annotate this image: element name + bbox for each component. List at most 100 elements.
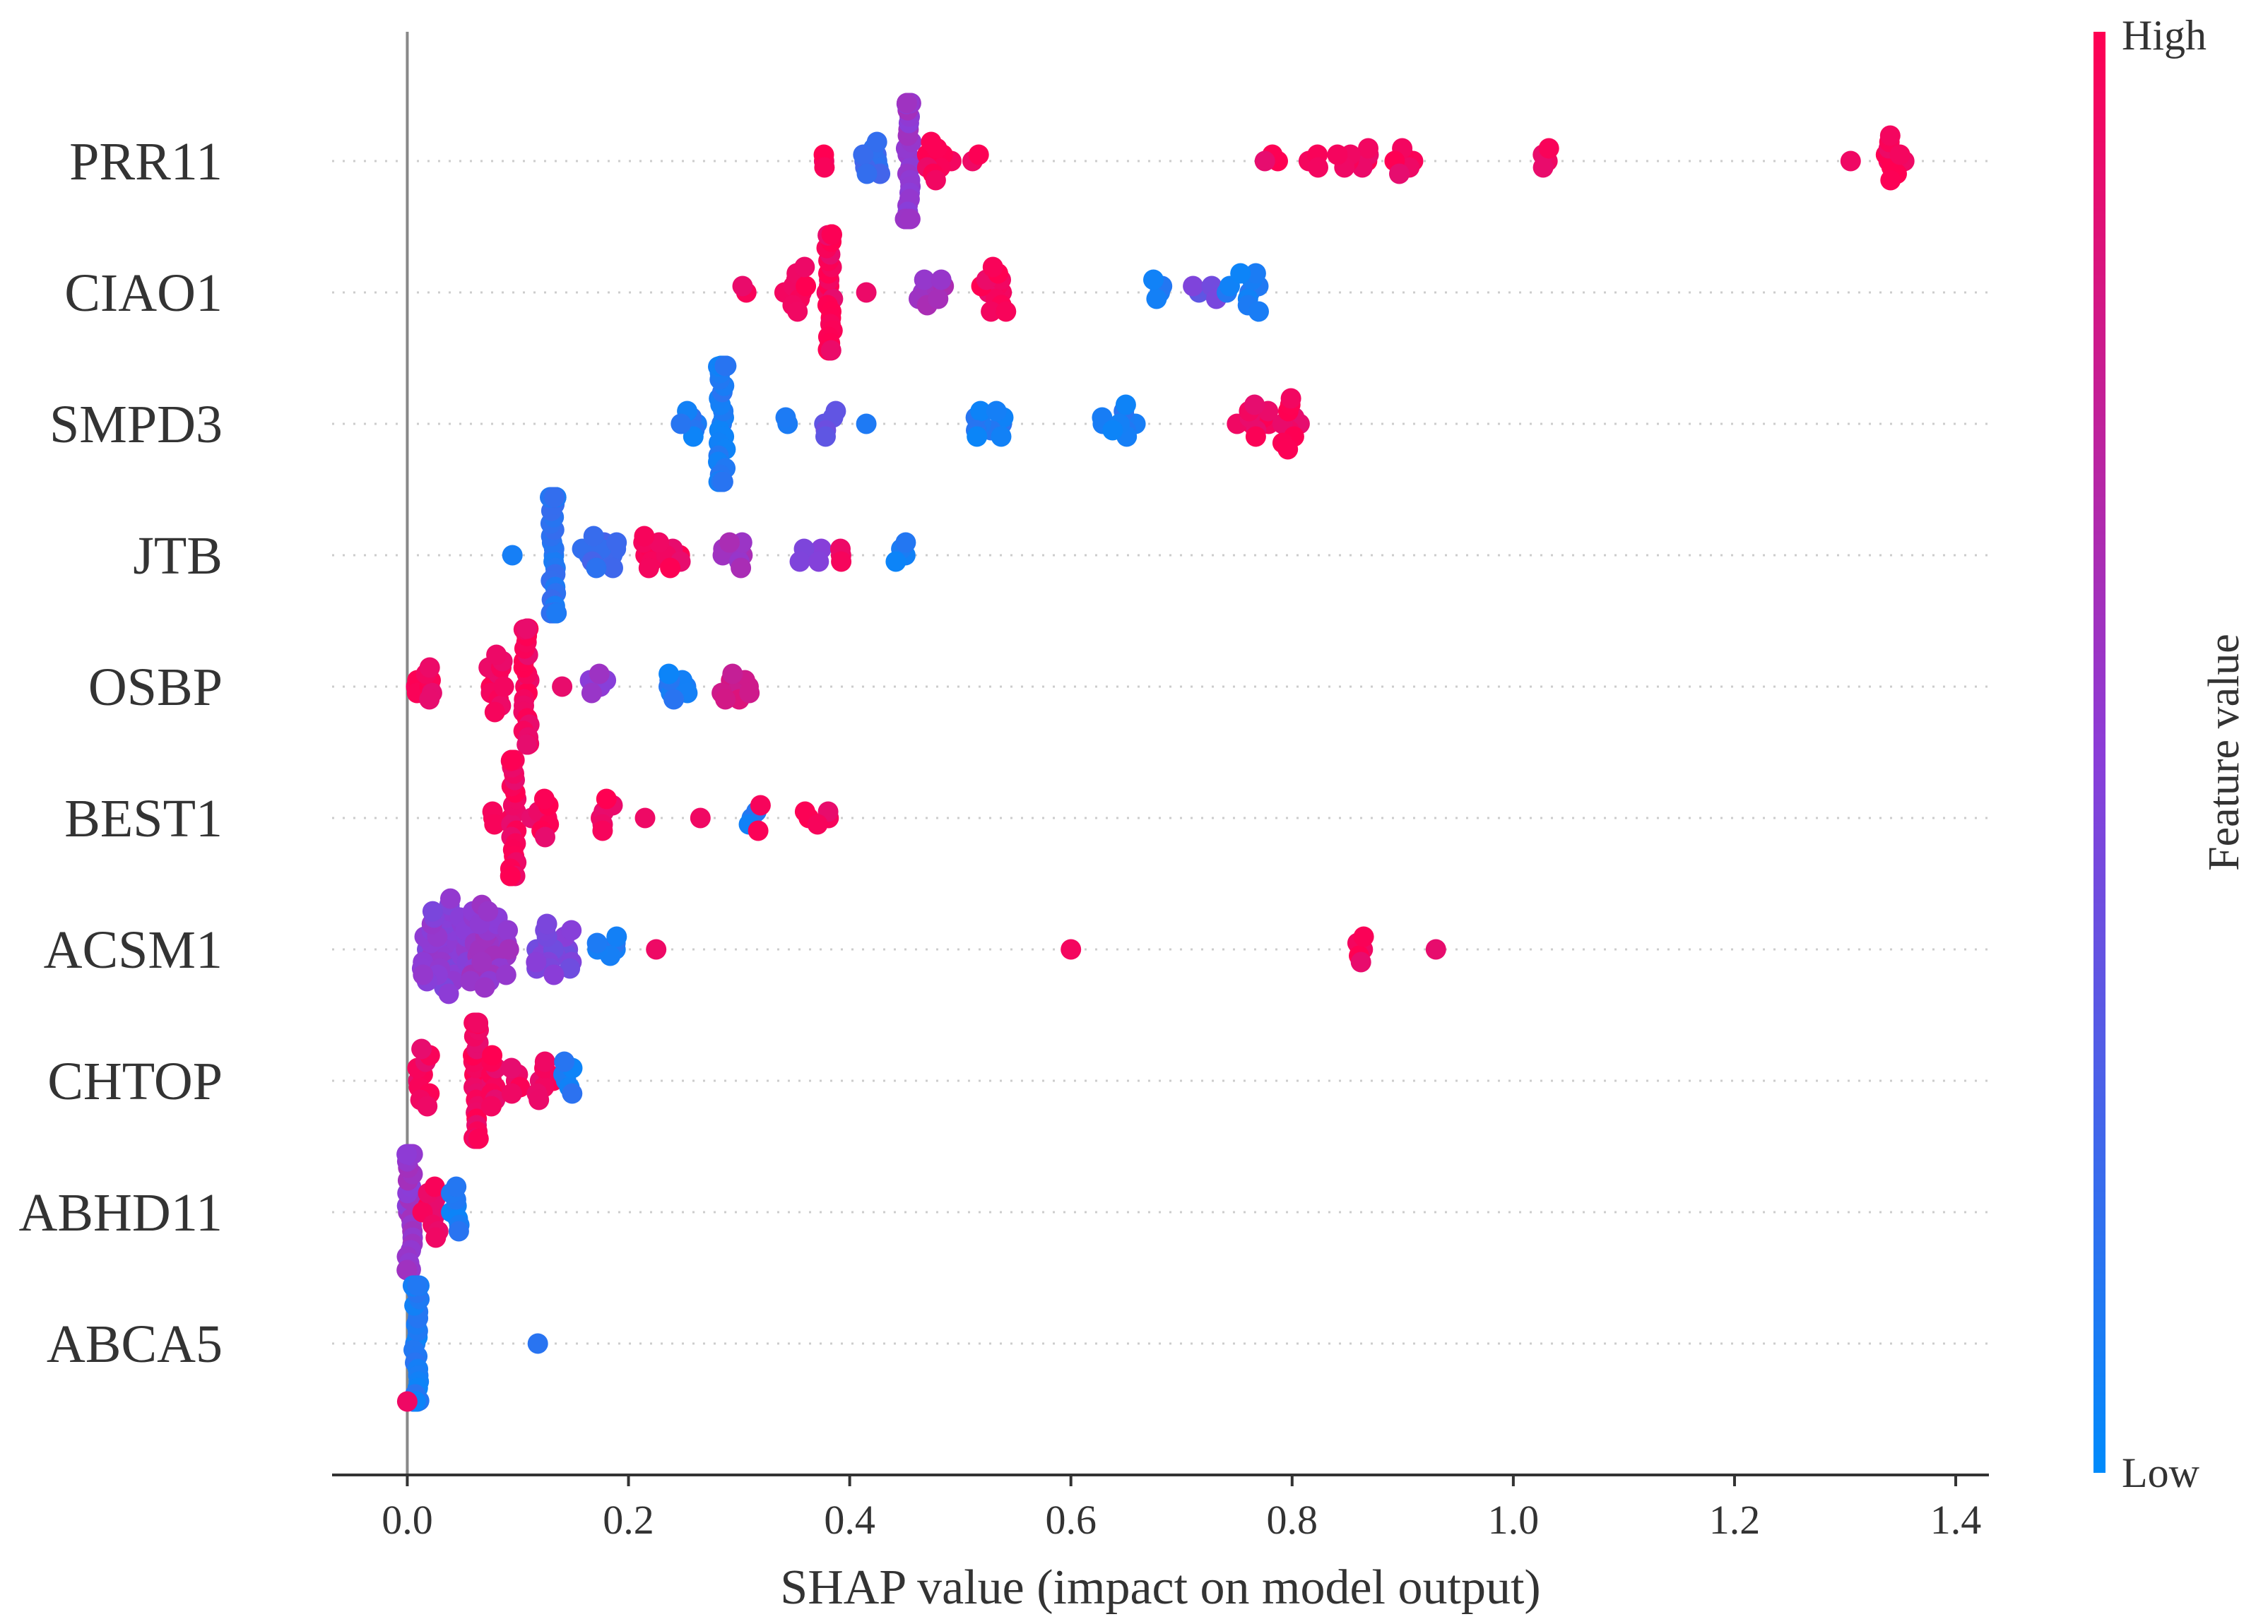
point-chtop — [481, 1096, 502, 1117]
point-chtop — [501, 1083, 522, 1104]
x-tick-label: 1.2 — [1709, 1497, 1761, 1543]
point-prr11 — [1389, 163, 1410, 184]
x-axis-title: SHAP value (impact on model output) — [780, 1560, 1540, 1615]
point-best1 — [484, 814, 505, 835]
point-osbp — [715, 689, 736, 710]
point-smpd3 — [714, 355, 736, 377]
point-osbp — [722, 663, 743, 684]
point-chtop — [501, 1057, 522, 1079]
point-acsm1 — [606, 926, 627, 947]
x-tick-label: 1.0 — [1488, 1497, 1540, 1543]
point-smpd3 — [856, 413, 877, 434]
feature-label-chtop: CHTOP — [47, 1052, 223, 1111]
point-abhd11 — [425, 1227, 447, 1248]
point-best1 — [535, 826, 555, 848]
feature-label-ciao1: CIAO1 — [64, 263, 223, 323]
point-osbp — [663, 689, 685, 710]
point-smpd3 — [825, 401, 846, 422]
point-osbp — [658, 663, 680, 684]
point-smpd3 — [1245, 426, 1266, 447]
point-acsm1 — [560, 958, 581, 979]
point-jtb — [544, 487, 565, 508]
point-ciao1 — [1146, 288, 1167, 309]
point-best1 — [748, 820, 769, 841]
point-ciao1 — [822, 224, 842, 245]
point-acsm1 — [1061, 939, 1082, 960]
point-prr11 — [1889, 144, 1910, 165]
point-prr11 — [897, 93, 917, 114]
point-osbp — [486, 644, 507, 665]
point-osbp — [581, 682, 602, 704]
point-ciao1 — [1230, 263, 1251, 284]
point-prr11 — [968, 144, 989, 165]
point-ciao1 — [982, 256, 1003, 278]
point-prr11 — [1879, 125, 1901, 146]
point-acsm1 — [495, 964, 516, 985]
point-best1 — [794, 801, 815, 822]
point-jtb — [545, 603, 567, 624]
x-tick-label: 0.4 — [824, 1497, 875, 1543]
point-smpd3 — [775, 407, 796, 428]
point-prr11 — [1840, 150, 1861, 172]
point-ciao1 — [1143, 269, 1164, 290]
point-acsm1 — [536, 913, 557, 935]
point-prr11 — [899, 208, 921, 230]
point-best1 — [690, 807, 711, 829]
point-chtop — [528, 1089, 550, 1110]
point-acsm1 — [1353, 926, 1374, 947]
point-ciao1 — [1248, 301, 1269, 322]
point-acsm1 — [498, 939, 519, 960]
point-ciao1 — [931, 269, 952, 290]
point-prr11 — [856, 163, 878, 184]
colorbar-title: Feature value — [2200, 634, 2248, 871]
colorbar-low-label: Low — [2122, 1450, 2200, 1496]
point-ciao1 — [796, 275, 817, 297]
feature-row-guides — [332, 160, 1989, 1345]
point-smpd3 — [815, 426, 836, 447]
point-prr11 — [921, 131, 942, 153]
feature-label-jtb: JTB — [133, 526, 223, 586]
point-jtb — [831, 551, 852, 572]
point-acsm1 — [561, 920, 582, 941]
feature-labels: PRR11 CIAO1 SMPD3 JTB OSBP BEST1 ACSM1 CHTOP ABH… — [18, 132, 223, 1374]
feature-label-abca5: ABCA5 — [47, 1315, 223, 1374]
point-osbp — [552, 676, 573, 697]
point-ciao1 — [1183, 275, 1204, 297]
point-chtop — [534, 1051, 555, 1072]
point-best1 — [807, 814, 828, 835]
feature-label-best1: BEST1 — [64, 789, 223, 848]
point-chtop — [562, 1083, 583, 1104]
x-axis-ticks: 0.0 0.2 0.4 0.6 0.8 1.0 1.2 1.4 — [382, 1475, 1981, 1543]
point-ciao1 — [856, 282, 877, 303]
point-jtb — [731, 557, 752, 579]
point-ciao1 — [732, 275, 753, 297]
point-acsm1 — [478, 901, 499, 922]
point-abca5 — [396, 1391, 418, 1412]
point-osbp — [419, 689, 440, 710]
feature-label-prr11: PRR11 — [69, 132, 223, 191]
point-abhd11 — [448, 1221, 469, 1242]
point-acsm1 — [1350, 952, 1371, 973]
point-prr11 — [1254, 150, 1275, 172]
point-jtb — [586, 557, 607, 579]
x-tick-label: 0.0 — [382, 1497, 433, 1543]
colorbar-gradient — [2093, 32, 2105, 1473]
point-smpd3 — [991, 426, 1012, 447]
point-prr11 — [1538, 138, 1559, 159]
point-ciao1 — [996, 301, 1017, 322]
point-jtb — [638, 557, 659, 579]
point-best1 — [596, 788, 617, 810]
point-abhd11 — [396, 1144, 418, 1165]
point-prr11 — [814, 157, 835, 178]
point-ciao1 — [914, 269, 935, 290]
point-chtop — [411, 1038, 432, 1060]
point-smpd3 — [986, 401, 1007, 422]
point-abhd11 — [396, 1260, 418, 1281]
point-prr11 — [1880, 170, 1901, 191]
point-chtop — [554, 1051, 575, 1072]
point-acsm1 — [543, 964, 565, 985]
point-osbp — [419, 657, 440, 678]
point-jtb — [660, 557, 681, 579]
point-smpd3 — [1115, 394, 1136, 415]
